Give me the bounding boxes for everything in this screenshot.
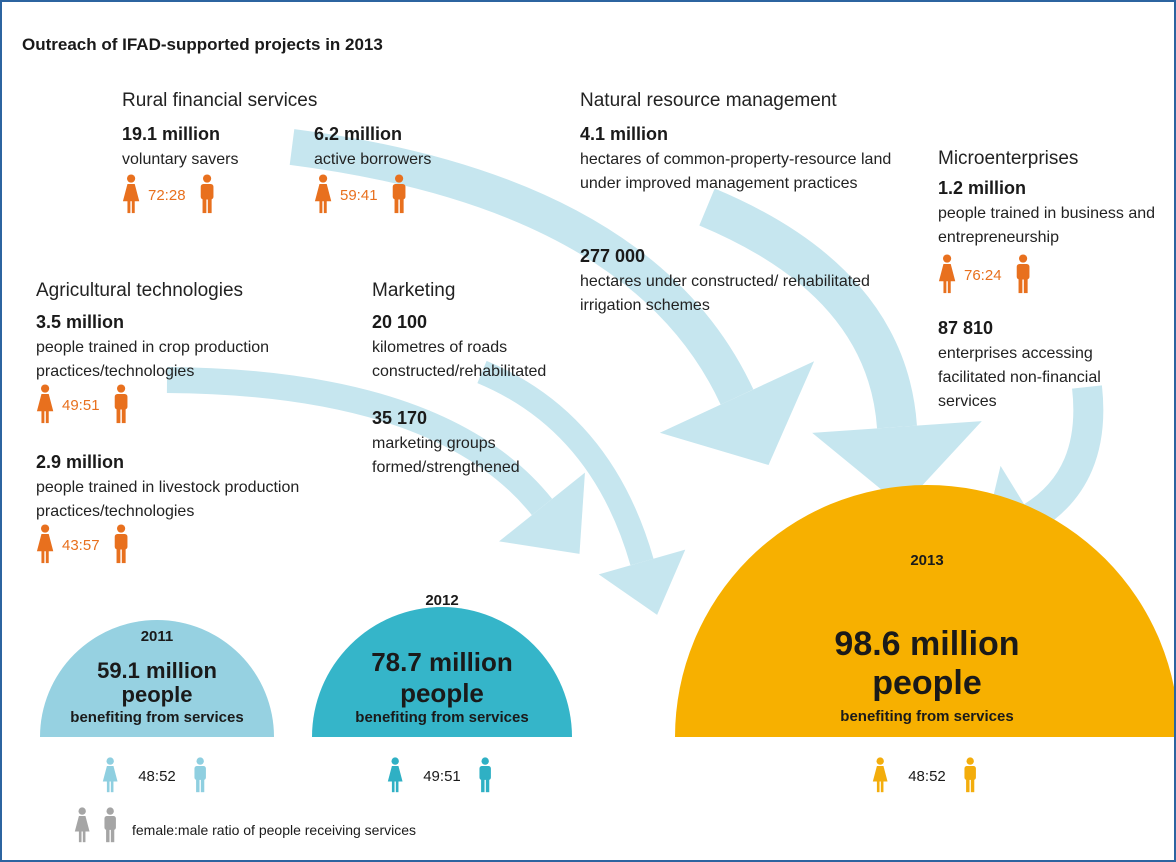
female-icon [872,757,888,793]
section-heading: Marketing [372,280,456,301]
item-ratio: 72:28 [148,187,186,204]
female-icon [122,174,140,214]
arrow-shaft [1023,385,1104,530]
section-heading: Natural resource management [580,90,837,111]
female-icon [938,254,956,294]
item-ratio: 59:41 [340,187,378,204]
year-description: benefiting from services [70,709,244,726]
section-heading: Agricultural technologies [36,280,244,301]
section-heading: Microenterprises [938,148,1079,169]
year-value: 78.7 million [371,647,513,677]
item-value: 277 000 [580,246,646,266]
year-ratio: 49:51 [423,768,461,785]
arrow-shaft [699,188,917,429]
year-dome [675,485,1174,737]
item-ratio: 76:24 [964,267,1002,284]
female-icon [36,524,54,564]
male-icon [104,807,116,843]
female-icon [36,384,54,424]
item-value: 4.1 million [580,124,669,144]
item-value: 3.5 million [36,312,125,332]
year-ratio: 48:52 [908,768,946,785]
year-label: 2011 [140,628,174,645]
male-icon [194,757,206,793]
item-description: hectares of common-property-resource lan… [580,151,892,192]
item-description: people trained in crop production practi… [36,339,270,380]
item-ratio: 49:51 [62,397,100,414]
year-dome [40,620,274,737]
male-icon [200,174,214,214]
item-value: 20 100 [372,312,428,332]
year-dome [312,607,572,737]
arrow-shaft [289,129,754,405]
year-label: 2013 [910,552,944,569]
legend-text: female:male ratio of people receiving se… [132,822,417,838]
female-icon [387,757,403,793]
item-description: marketing groups formed/strengthened [372,435,520,476]
female-icon [102,757,118,793]
item-value: 19.1 million [122,124,221,144]
item-value: 35 170 [372,408,428,428]
item-value: 1.2 million [938,178,1027,198]
item-ratio: 43:57 [62,537,100,554]
year-unit: people [872,664,982,702]
arrow-head [659,361,815,466]
item-description: voluntary savers [122,151,239,168]
year-ratio: 48:52 [138,768,176,785]
female-icon [314,174,332,214]
arrow-shaft [166,367,553,516]
female-icon [74,807,90,843]
year-unit: people [121,682,193,707]
arrow-shaft [477,360,654,566]
male-icon [1016,254,1030,294]
year-description: benefiting from services [840,708,1014,725]
item-description: enterprises accessing facilitated non-fi… [938,345,1101,410]
year-description: benefiting from services [355,709,529,726]
item-description: people trained in business and entrepren… [938,205,1156,246]
year-unit: people [400,678,484,708]
title: Outreach of IFAD-supported projects in 2… [22,35,383,54]
arrow-head [812,421,982,507]
year-value: 98.6 million [834,625,1020,663]
male-icon [479,757,491,793]
male-icon [114,524,128,564]
section-heading: Rural financial services [122,90,318,111]
item-value: 87 810 [938,318,994,338]
male-icon [114,384,128,424]
item-description: people trained in livestock production p… [36,479,300,520]
year-label: 2012 [425,592,459,609]
male-icon [964,757,976,793]
item-description: hectares under constructed/ rehabilitate… [580,273,870,314]
item-value: 6.2 million [314,124,403,144]
item-description: active borrowers [314,151,432,168]
arrow-head [499,472,585,554]
arrow-head [598,549,686,615]
item-value: 2.9 million [36,452,125,472]
year-value: 59.1 million [97,658,217,683]
item-description: kilometres of roads constructed/rehabili… [372,339,547,380]
